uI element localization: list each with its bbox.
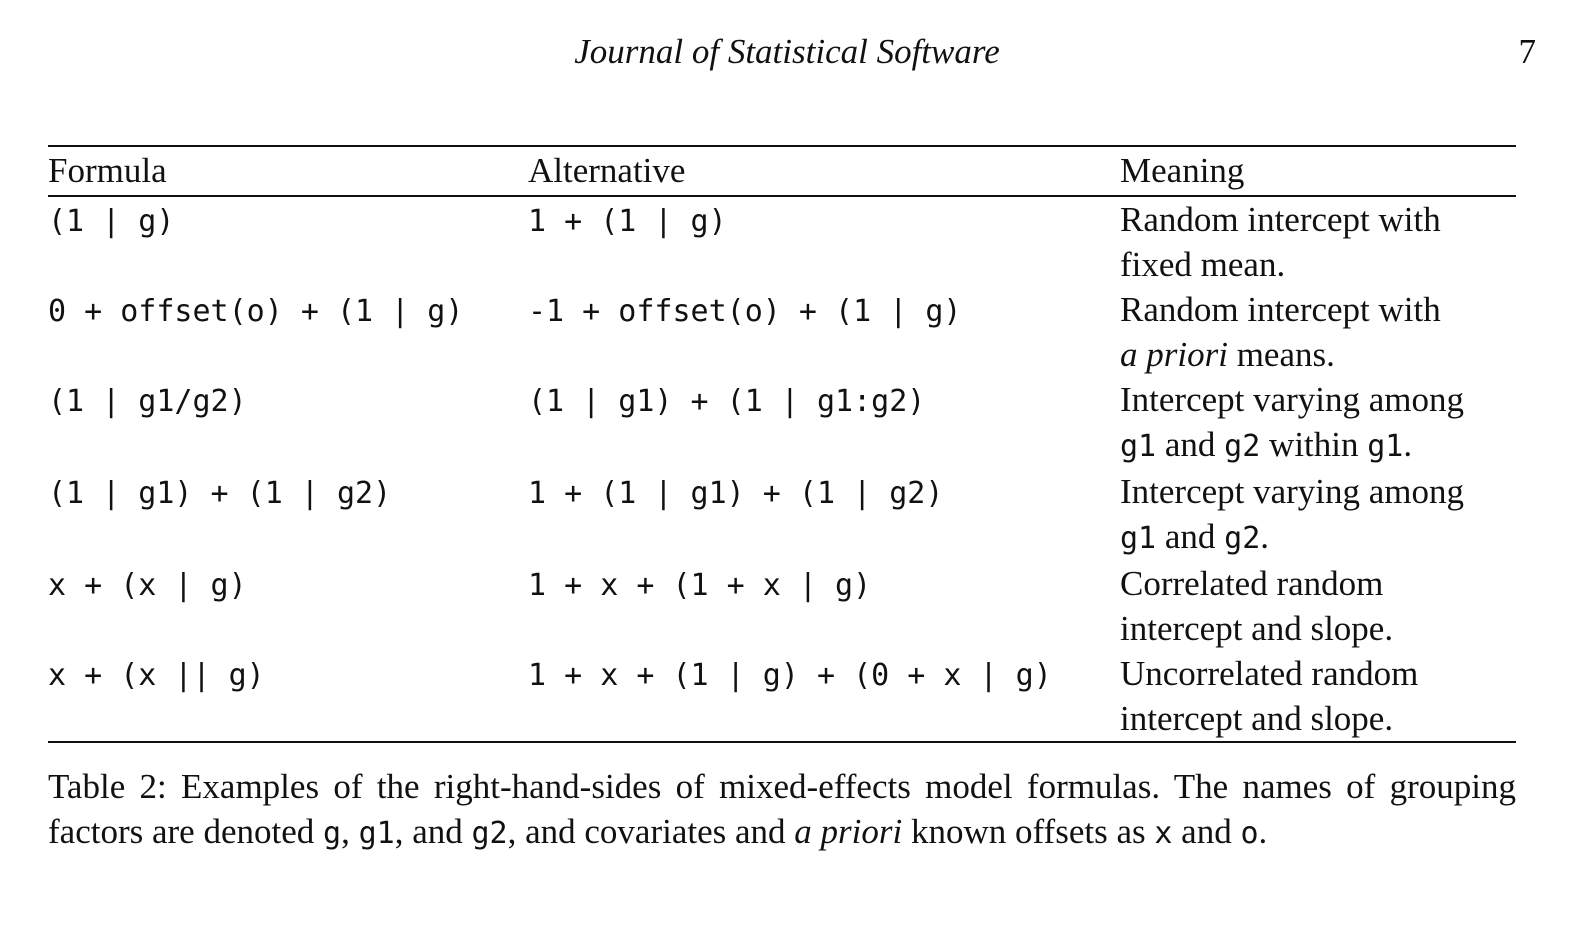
caption-text: , <box>341 812 359 851</box>
caption-text: . <box>1258 812 1268 851</box>
meaning-cell: Intercept varying among g1 and g2. <box>1120 469 1516 561</box>
alternative-cell: 1 + x + (1 | g) + (0 + x | g) <box>528 658 1052 693</box>
meaning-line: Intercept varying among <box>1120 472 1465 511</box>
meaning-cell: Uncorrelated random intercept and slope. <box>1120 651 1516 742</box>
meaning-text: and <box>1156 517 1225 556</box>
meaning-line: Random intercept with <box>1120 290 1441 329</box>
meaning-line: Intercept varying among <box>1120 380 1465 419</box>
alternative-cell: 1 + (1 | g) <box>528 204 727 239</box>
meaning-cell: Correlated random intercept and slope. <box>1120 561 1516 651</box>
caption-text: and <box>1172 812 1241 851</box>
meaning-cell: Intercept varying among g1 and g2 within… <box>1120 377 1516 469</box>
meaning-code-text: g2 <box>1224 521 1261 556</box>
page-number: 7 <box>1518 32 1537 71</box>
running-head-journal-title: Journal of Statistical Software <box>574 32 1000 71</box>
column-header-alternative: Alternative <box>528 151 686 190</box>
alternative-cell: 1 + x + (1 + x | g) <box>528 568 872 603</box>
formula-cell: (1 | g1) + (1 | g2) <box>48 476 392 511</box>
meaning-line: fixed mean. <box>1120 245 1286 284</box>
table-row: (1 | g1/g2) (1 | g1) + (1 | g1:g2) Inter… <box>48 377 1516 469</box>
alternative-cell: 1 + (1 | g1) + (1 | g2) <box>528 476 944 511</box>
meaning-line: Random intercept with <box>1120 200 1441 239</box>
caption-code-text: g1 <box>358 816 395 851</box>
formula-cell: x + (x | g) <box>48 568 247 603</box>
meaning-code-text: g1 <box>1367 429 1404 464</box>
caption-text: , and <box>394 812 472 851</box>
caption-italic-text: a priori <box>794 812 903 851</box>
table-caption: Table 2: Examples of the right-hand-side… <box>48 764 1516 856</box>
meaning-text: within <box>1260 425 1368 464</box>
column-header-meaning: Meaning <box>1120 151 1245 190</box>
meaning-text: . <box>1403 425 1413 464</box>
caption-text: , and covariates and <box>507 812 795 851</box>
caption-text: Table 2: Examples of the right-hand-side… <box>48 767 1516 851</box>
formula-cell: 0 + offset(o) + (1 | g) <box>48 294 464 329</box>
meaning-code-text: g1 <box>1120 429 1157 464</box>
caption-code-text: g2 <box>471 816 508 851</box>
formula-cell: (1 | g1/g2) <box>48 384 247 419</box>
formula-cell: (1 | g) <box>48 204 175 239</box>
meaning-cell: Random intercept with fixed mean. <box>1120 196 1516 287</box>
meaning-text: . <box>1260 517 1270 556</box>
column-header-formula: Formula <box>48 151 167 190</box>
table-row: x + (x || g) 1 + x + (1 | g) + (0 + x | … <box>48 651 1516 742</box>
meaning-italic-text: a priori <box>1120 335 1228 374</box>
meaning-text: means. <box>1227 335 1335 374</box>
meaning-code-text: g2 <box>1224 429 1261 464</box>
caption-text: known offsets as <box>902 812 1155 851</box>
table-row: (1 | g) 1 + (1 | g) Random intercept wit… <box>48 196 1516 287</box>
caption-code-text: o <box>1240 816 1259 851</box>
table-header-row: Formula Alternative Meaning <box>48 146 1516 196</box>
meaning-text: and <box>1156 425 1225 464</box>
meaning-line: Uncorrelated random <box>1120 654 1419 693</box>
meaning-code-text: g1 <box>1120 521 1157 556</box>
meaning-line: intercept and slope. <box>1120 699 1394 738</box>
alternative-cell: -1 + offset(o) + (1 | g) <box>528 294 962 329</box>
meaning-line: Correlated random <box>1120 564 1384 603</box>
alternative-cell: (1 | g1) + (1 | g1:g2) <box>528 384 926 419</box>
table-row: x + (x | g) 1 + x + (1 + x | g) Correlat… <box>48 561 1516 651</box>
caption-code-text: x <box>1154 816 1173 851</box>
table-row: 0 + offset(o) + (1 | g) -1 + offset(o) +… <box>48 287 1516 377</box>
caption-code-text: g <box>323 816 342 851</box>
meaning-line: intercept and slope. <box>1120 609 1394 648</box>
meaning-cell: Random intercept with a priori means. <box>1120 287 1516 377</box>
formula-cell: x + (x || g) <box>48 658 265 693</box>
table-row: (1 | g1) + (1 | g2) 1 + (1 | g1) + (1 | … <box>48 469 1516 561</box>
formula-table: Formula Alternative Meaning (1 | g) 1 + … <box>48 145 1516 743</box>
formula-table-container: Formula Alternative Meaning (1 | g) 1 + … <box>48 145 1516 743</box>
